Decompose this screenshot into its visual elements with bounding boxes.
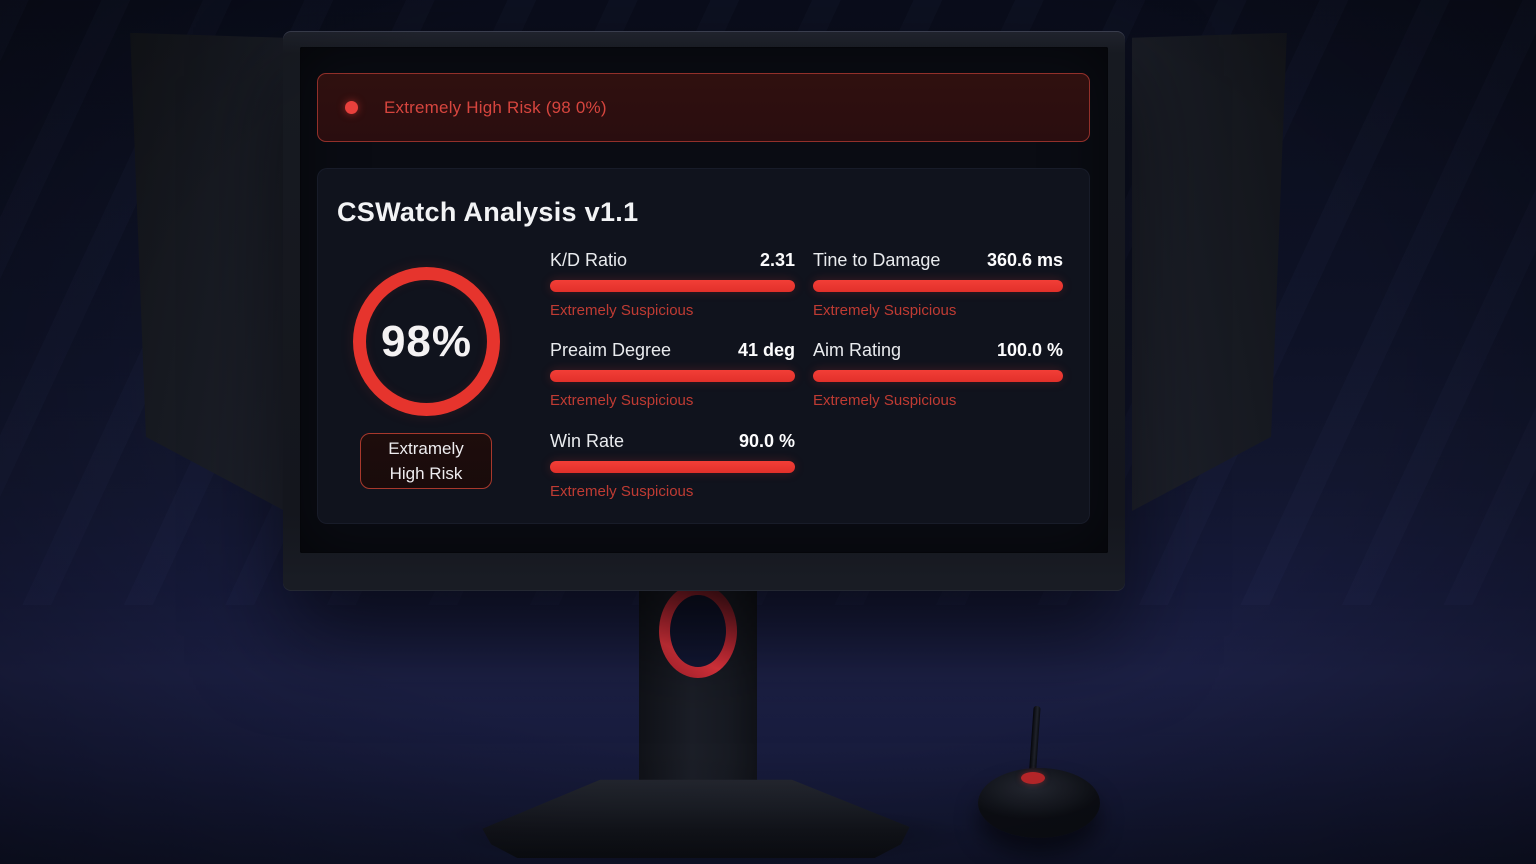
monitor-left-shield	[130, 33, 285, 511]
stat-value: 90.0 %	[739, 431, 795, 452]
stat-label: Preaim Degree	[550, 340, 671, 361]
stand-cable-ring	[659, 584, 737, 678]
stat-status: Extremely Suspicious	[550, 392, 795, 409]
stat-preaim-degree: Preaim Degree 41 deg Extremely Suspiciou…	[550, 340, 795, 409]
stat-progress-bar	[550, 280, 795, 292]
stat-progress-bar	[550, 461, 795, 473]
stand-cable-hole	[670, 595, 726, 667]
monitor-right-shield	[1132, 33, 1287, 511]
stat-status: Extremely Suspicious	[550, 302, 795, 319]
stat-label: Aim Rating	[813, 340, 901, 361]
stat-win-rate: Win Rate 90.0 % Extremely Suspicious	[550, 431, 795, 500]
stat-label: Win Rate	[550, 431, 624, 452]
stat-time-to-damage: Tine to Damage 360.6 ms Extremely Suspic…	[813, 250, 1063, 319]
stat-progress-bar	[813, 280, 1063, 292]
stat-value: 100.0 %	[997, 340, 1063, 361]
risk-alert-banner: Extremely High Risk (98 0%)	[317, 73, 1090, 142]
mouse-bungee	[975, 700, 1105, 845]
risk-dot-icon	[345, 101, 358, 114]
stat-value: 2.31	[760, 250, 795, 271]
panel-title: CSWatch Analysis v1.1	[337, 197, 638, 228]
risk-badge: Extramely High Risk	[360, 433, 492, 489]
stat-aim-rating: Aim Rating 100.0 % Extremely Suspicious	[813, 340, 1063, 409]
stat-value: 41 deg	[738, 340, 795, 361]
stat-kd-ratio: K/D Ratio 2.31 Extremely Suspicious	[550, 250, 795, 319]
stat-label: Tine to Damage	[813, 250, 940, 271]
monitor: Extremely High Risk (98 0%) CSWatch Anal…	[283, 31, 1125, 591]
analysis-panel: CSWatch Analysis v1.1 98% Extramely High…	[317, 168, 1090, 524]
gauge-value: 98%	[381, 317, 472, 367]
stat-label: K/D Ratio	[550, 250, 627, 271]
risk-alert-text: Extremely High Risk (98 0%)	[384, 98, 607, 118]
monitor-screen: Extremely High Risk (98 0%) CSWatch Anal…	[300, 47, 1108, 553]
stat-status: Extremely Suspicious	[813, 302, 1063, 319]
stat-status: Extremely Suspicious	[550, 483, 795, 500]
stat-progress-bar	[813, 370, 1063, 382]
risk-badge-line1: Extramely	[388, 436, 464, 461]
stat-value: 360.6 ms	[987, 250, 1063, 271]
stat-progress-bar	[550, 370, 795, 382]
stat-status: Extremely Suspicious	[813, 392, 1063, 409]
bungee-red-ring	[1021, 772, 1045, 784]
risk-badge-line2: High Risk	[390, 461, 463, 486]
